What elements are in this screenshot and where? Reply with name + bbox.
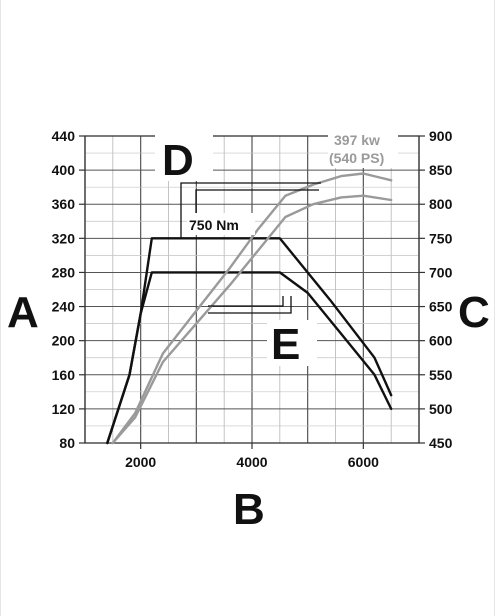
left-axis-ticks: 80 120 160 200 240 280 320 360 400 440 (52, 128, 85, 451)
right-tick-label: 500 (429, 401, 453, 417)
right-tick-label: 550 (429, 367, 453, 383)
series-line-4 (111, 194, 393, 445)
left-tick-label: 160 (52, 367, 76, 383)
peak-power-kw-label: 397 kw (334, 132, 380, 148)
left-tick-label: 200 (52, 333, 76, 349)
x-axis-label: B (233, 485, 265, 534)
annotations: D 750 Nm 397 kw (540 PS) E (155, 126, 398, 369)
left-tick-label: 120 (52, 401, 76, 417)
right-tick-label: 450 (429, 435, 453, 451)
left-tick-label: 320 (52, 230, 76, 246)
label-e: E (271, 320, 300, 369)
label-d: D (162, 136, 194, 185)
label-e-background (267, 320, 317, 366)
right-tick-label: 850 (429, 162, 453, 178)
left-tick-label: 240 (52, 299, 76, 315)
peak-power-background (328, 126, 398, 168)
grid-lines (84, 135, 420, 444)
right-tick-label: 600 (429, 333, 453, 349)
peak-torque-label: 750 Nm (189, 217, 239, 233)
left-tick-label: 80 (59, 435, 75, 451)
left-tick-label: 400 (52, 162, 76, 178)
right-axis-ticks: 450 500 550 600 650 700 750 800 850 900 (419, 128, 453, 451)
peak-torque-background (187, 213, 255, 235)
right-tick-label: 900 (429, 128, 453, 144)
label-d-leader (180, 182, 321, 238)
peak-power-ps-label: (540 PS) (329, 150, 384, 166)
right-tick-label: 700 (429, 264, 453, 280)
series-line-3 (111, 172, 393, 445)
x-axis-ticks: 2000 4000 6000 (125, 443, 379, 470)
label-e-leader (208, 296, 292, 314)
series-line-2 (106, 271, 393, 445)
left-tick-label: 360 (52, 196, 76, 212)
series-group (106, 172, 393, 445)
left-tick-label: 280 (52, 264, 76, 280)
right-tick-label: 800 (429, 196, 453, 212)
right-tick-label: 650 (429, 299, 453, 315)
label-d-background (155, 131, 213, 181)
x-tick-label: 2000 (125, 454, 156, 470)
x-tick-label: 4000 (236, 454, 267, 470)
left-axis-label: A (7, 288, 39, 337)
left-tick-label: 440 (52, 128, 76, 144)
right-axis-label: C (458, 288, 490, 337)
label-e-leader-2 (208, 296, 284, 307)
x-tick-label: 6000 (348, 454, 379, 470)
label-d-leader-2 (195, 189, 319, 217)
right-tick-label: 750 (429, 230, 453, 246)
